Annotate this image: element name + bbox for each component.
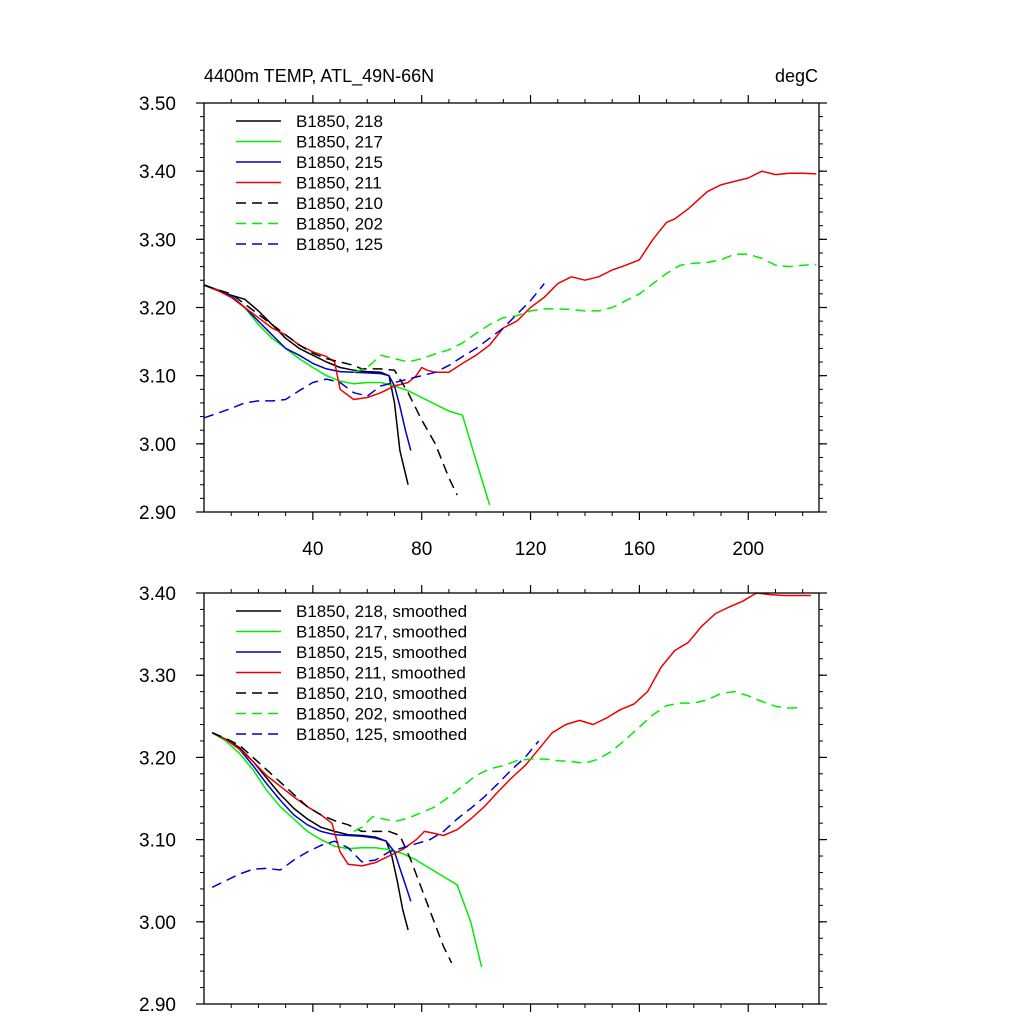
bottom-legend-label-2: B1850, 215, smoothed [296, 643, 467, 662]
bottom-y-tick-label: 3.40 [139, 584, 176, 605]
top-legend-label-6: B1850, 125 [296, 235, 383, 254]
top-x-tick-label: 200 [732, 539, 764, 560]
bottom-series-line-4 [211, 732, 453, 964]
top-plot-frame [203, 102, 820, 513]
top-series-line-5 [353, 253, 817, 374]
top-x-tick-label: 80 [411, 539, 432, 560]
bottom-y-tick-label: 3.10 [139, 831, 176, 852]
top-y-tick-label: 3.30 [139, 230, 176, 251]
bottom-legend-label-4: B1850, 210, smoothed [296, 684, 467, 703]
top-legend-label-5: B1850, 202 [296, 215, 383, 234]
bottom-legend: B1850, 218, smoothed B1850, 217, smoothed… [236, 602, 467, 744]
top-series-line-4 [203, 284, 458, 496]
top-legend-label-4: B1850, 210 [296, 194, 383, 213]
top-y-tick-label: 3.00 [139, 435, 176, 456]
bottom-y-tick-label: 3.20 [139, 748, 176, 769]
top-y-tick-label: 3.40 [139, 162, 176, 183]
bottom-axis-ticks: 2.90 3.00 3.10 3.20 3.30 3.40 [139, 584, 827, 1016]
top-x-tick-label: 120 [515, 539, 547, 560]
bottom-series-layer [211, 592, 811, 968]
top-title: 4400m TEMP, ATL_49N-66N [204, 66, 434, 87]
top-legend-label-2: B1850, 215 [296, 153, 383, 172]
top-y-tick-label: 3.50 [139, 94, 176, 115]
bottom-legend-label-5: B1850, 202, smoothed [296, 705, 467, 724]
bottom-legend-label-6: B1850, 125, smoothed [296, 725, 467, 744]
top-series-layer [203, 170, 817, 506]
bottom-series-line-5 [353, 690, 803, 833]
bottom-plot-frame [203, 592, 820, 1005]
top-y-tick-label: 3.20 [139, 299, 176, 320]
top-series-line-3 [203, 170, 817, 401]
top-y-tick-label: 3.10 [139, 367, 176, 388]
bottom-series-line-2 [211, 732, 412, 902]
top-series-line-1 [203, 284, 491, 506]
top-legend-label-1: B1850, 217 [296, 133, 383, 152]
top-legend-label-0: B1850, 218 [296, 112, 383, 131]
top-panel: 4400m TEMP, ATL_49N-66N degC 2.90 3.00 3.1… [139, 66, 827, 560]
top-legend-label-3: B1850, 211 [296, 174, 382, 193]
bottom-series-line-6 [211, 740, 540, 888]
top-x-tick-label: 40 [302, 539, 323, 560]
bottom-legend-label-3: B1850, 211, smoothed [296, 664, 466, 683]
bottom-y-tick-label: 3.30 [139, 666, 176, 687]
top-series-line-6 [203, 283, 545, 419]
bottom-panel: 2.90 3.00 3.10 3.20 3.30 3.40 B1850, 218, smo… [139, 584, 827, 1016]
top-x-tick-label: 160 [624, 539, 656, 560]
top-units: degC [775, 66, 818, 86]
top-y-tick-label: 2.90 [139, 503, 176, 524]
bottom-y-tick-label: 3.00 [139, 913, 176, 934]
bottom-y-tick-label: 2.90 [139, 995, 176, 1016]
top-series-line-0 [203, 284, 409, 485]
top-axis-ticks: 2.90 3.00 3.10 3.20 3.30 3.40 3.50 40 80 120 160 20… [139, 94, 827, 560]
bottom-legend-label-0: B1850, 218, smoothed [296, 602, 467, 621]
bottom-legend-label-1: B1850, 217, smoothed [296, 623, 467, 642]
